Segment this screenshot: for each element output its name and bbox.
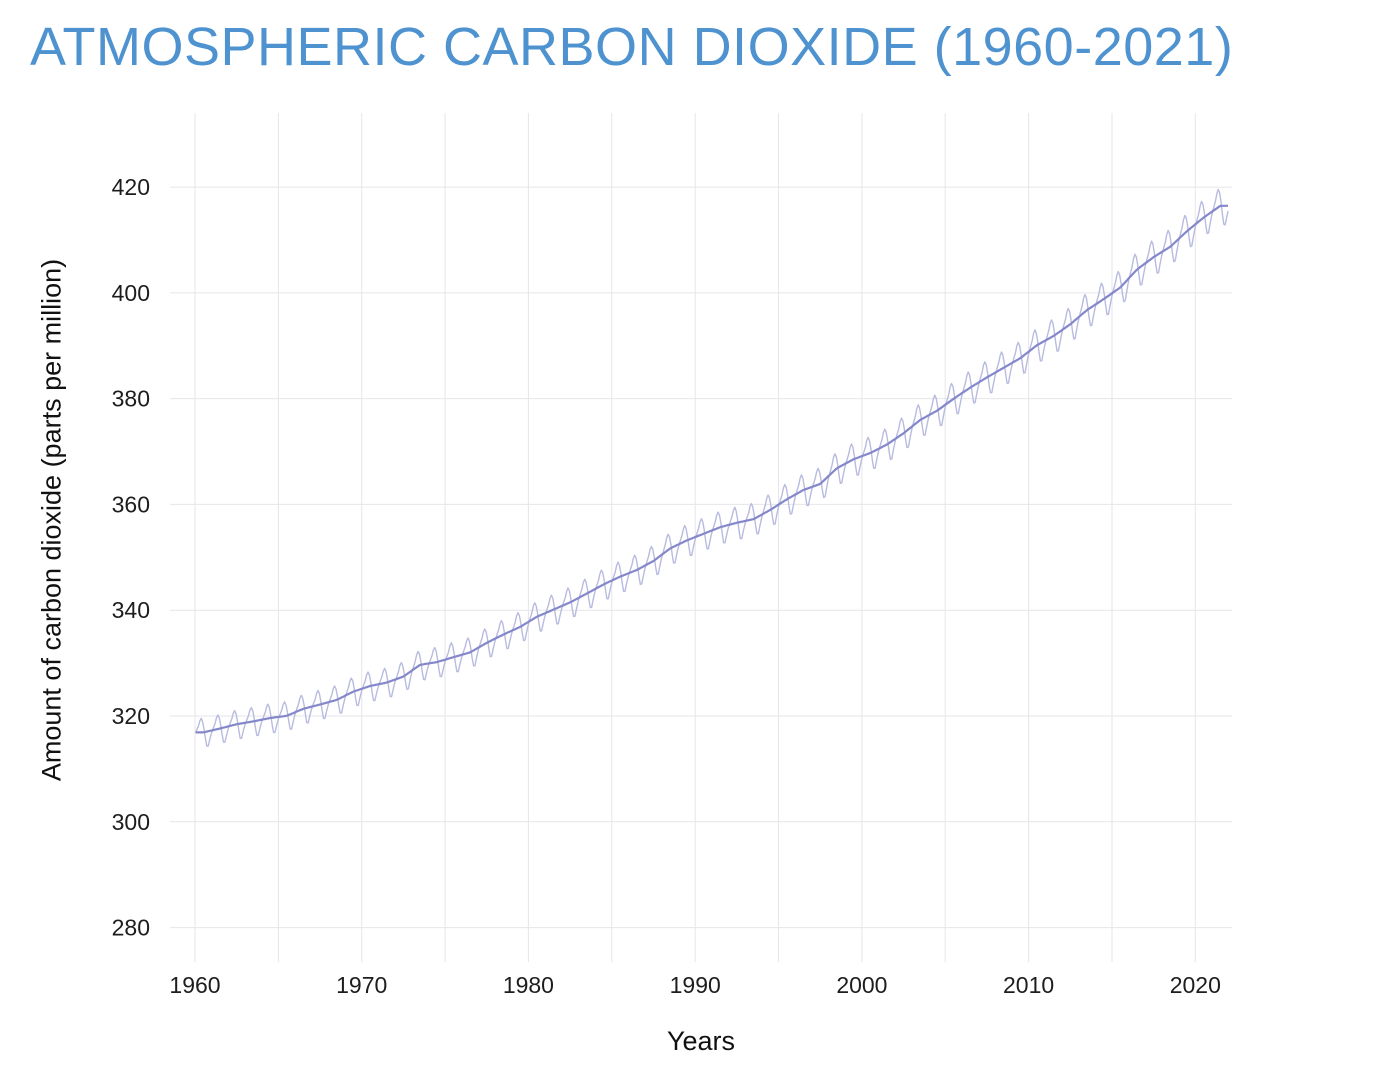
annual-trend-series-path bbox=[195, 204, 1228, 734]
chart-title: ATMOSPHERIC CARBON DIOXIDE (1960-2021) bbox=[30, 17, 1234, 77]
x-tick-label: 1990 bbox=[670, 972, 721, 998]
x-tick-label: 2000 bbox=[836, 972, 887, 998]
x-tick-label: 2010 bbox=[1003, 972, 1054, 998]
x-tick-label: 1980 bbox=[503, 972, 554, 998]
y-tick-label: 380 bbox=[112, 386, 150, 412]
y-tick-label: 340 bbox=[112, 597, 150, 623]
y-tick-label: 360 bbox=[112, 491, 150, 517]
y-tick-label: 280 bbox=[112, 915, 150, 941]
y-tick-label: 320 bbox=[112, 703, 150, 729]
y-tick-label: 300 bbox=[112, 809, 150, 835]
x-tick-label: 2020 bbox=[1170, 972, 1221, 998]
x-axis-label: Years bbox=[666, 1026, 736, 1056]
y-axis-label: Amount of carbon dioxide (parts per mill… bbox=[36, 258, 67, 782]
monthly-co2-series-path bbox=[195, 188, 1229, 747]
chart-canvas: 280 300 320 340 360 380 400 420 1960 1970 1980 1990… bbox=[112, 113, 1232, 998]
x-tick-label: 1960 bbox=[169, 972, 220, 998]
x-tick-label: 1970 bbox=[336, 972, 387, 998]
y-tick-label: 400 bbox=[112, 280, 150, 306]
y-tick-label: 420 bbox=[112, 174, 150, 200]
